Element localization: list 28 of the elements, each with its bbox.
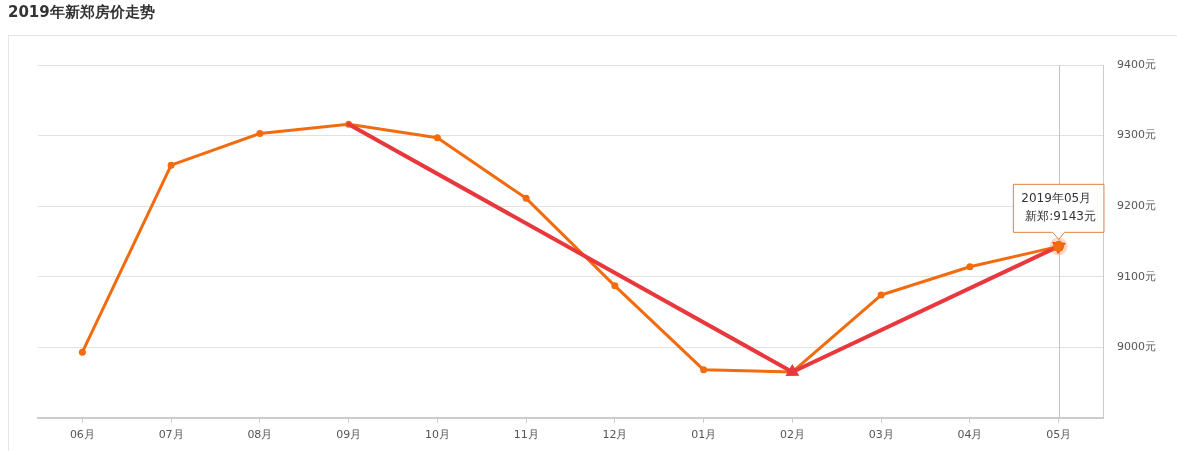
point xyxy=(966,263,974,271)
x-tick-label: 11月 xyxy=(513,428,539,442)
point xyxy=(433,134,441,142)
point xyxy=(256,129,264,137)
y-tick-label: 9300元 xyxy=(1117,128,1157,142)
point xyxy=(167,161,175,169)
x-tick-label: 08月 xyxy=(247,428,273,442)
point xyxy=(700,366,708,374)
point xyxy=(78,348,86,356)
chart-title: 2019年新郑房价走势 xyxy=(8,3,155,22)
y-tick-label: 9400元 xyxy=(1117,57,1157,71)
y-tick-label: 9200元 xyxy=(1117,198,1157,212)
x-tick-label: 03月 xyxy=(868,428,894,442)
point xyxy=(877,291,885,299)
point xyxy=(611,282,619,290)
x-tick-label: 04月 xyxy=(957,428,983,442)
annotation: 2019年05月新郑:9143元 xyxy=(1021,191,1096,224)
x-tick-label: 09月 xyxy=(336,428,362,442)
x-tick-label: 07月 xyxy=(158,428,184,442)
y-tick-label: 9100元 xyxy=(1117,269,1157,283)
point xyxy=(522,194,530,202)
x-tick-label: 02月 xyxy=(779,428,805,442)
x-tick-label: 12月 xyxy=(602,428,628,442)
x-tick-label: 06月 xyxy=(69,428,95,442)
x-tick-label: 10月 xyxy=(424,428,450,442)
x-tick-label: 01月 xyxy=(691,428,717,442)
x-tick-label: 05月 xyxy=(1046,428,1072,442)
y-tick-label: 9000元 xyxy=(1117,340,1157,354)
